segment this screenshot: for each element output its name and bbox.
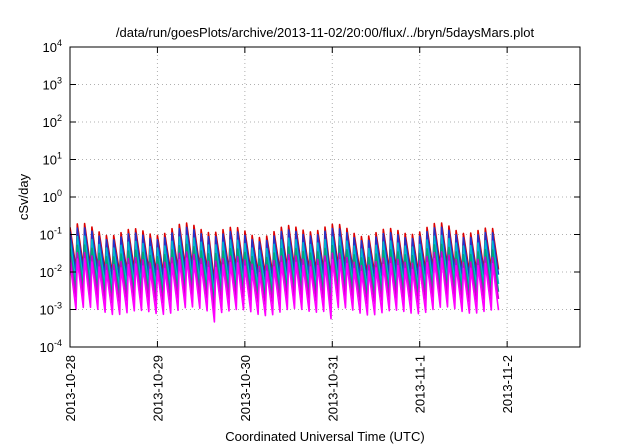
y-tick-label: 101 xyxy=(43,151,62,168)
x-tick-label: 2013-11-1 xyxy=(413,355,428,413)
y-tick-label: 103 xyxy=(43,76,62,93)
y-tick-label: 104 xyxy=(43,38,62,55)
y-tick-label: 10-3 xyxy=(40,301,62,318)
y-tick-label: 102 xyxy=(43,113,62,130)
x-tick-label: 2013-10-31 xyxy=(325,355,340,422)
y-tick-labels: 104 103 102 101 100 10-1 10-2 10-3 10-4 xyxy=(40,38,580,355)
x-tick-labels: 2013-10-28 2013-10-29 2013-10-30 2013-10-31… xyxy=(63,47,515,422)
x-axis-label: Coordinated Universal Time (UTC) xyxy=(225,429,424,444)
x-tick-label: 2013-11-2 xyxy=(500,355,515,413)
y-tick-label: 10-1 xyxy=(40,226,62,243)
series-line xyxy=(70,257,500,323)
y-tick-label: 10-2 xyxy=(40,263,62,280)
series-group xyxy=(70,222,500,323)
y-tick-label: 10-4 xyxy=(40,338,62,355)
x-tick-label: 2013-10-29 xyxy=(150,355,165,422)
y-axis-label: cSv/day xyxy=(16,173,31,220)
chart-title: /data/run/goesPlots/archive/2013-11-02/2… xyxy=(116,25,535,40)
y-tick-label: 100 xyxy=(43,188,62,205)
x-tick-label: 2013-10-30 xyxy=(238,355,253,422)
grid-lines xyxy=(70,47,580,347)
x-tick-label: 2013-10-28 xyxy=(63,355,78,422)
